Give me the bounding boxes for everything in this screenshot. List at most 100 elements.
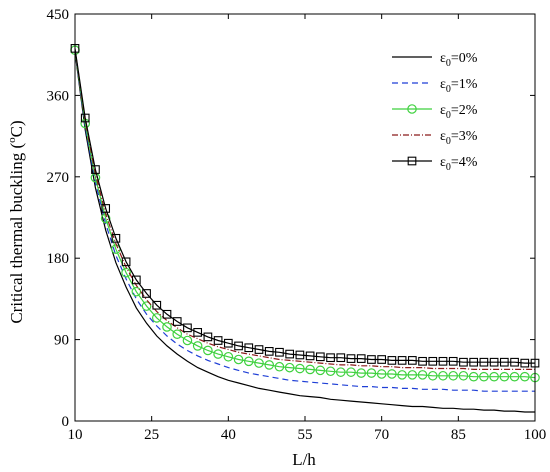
data-point bbox=[468, 371, 479, 382]
data-point bbox=[325, 366, 336, 377]
legend-marker bbox=[407, 156, 417, 166]
legend-marker bbox=[407, 104, 417, 114]
legend-value: =1% bbox=[451, 77, 478, 92]
data-point bbox=[387, 356, 397, 365]
x-tick-label: 70 bbox=[374, 427, 389, 443]
series-line bbox=[74, 51, 535, 413]
data-point bbox=[274, 361, 285, 372]
legend: ε0=0%ε0=1%ε0=2%ε0=3%ε0=4% bbox=[392, 51, 478, 173]
data-point bbox=[417, 370, 428, 380]
y-axis-title: Critical thermal buckling (oC) bbox=[6, 120, 26, 323]
data-point bbox=[479, 357, 489, 367]
data-point bbox=[121, 267, 131, 278]
data-point bbox=[438, 370, 448, 381]
legend-symbol: ε bbox=[440, 51, 446, 66]
legend-label: ε0=0% bbox=[440, 51, 478, 69]
plot-frame bbox=[74, 13, 536, 422]
data-point bbox=[356, 368, 367, 378]
data-point bbox=[192, 341, 203, 351]
data-point bbox=[295, 363, 305, 374]
data-point bbox=[346, 354, 356, 363]
legend-item: ε0=3% bbox=[392, 129, 478, 147]
data-point bbox=[397, 356, 407, 365]
legend-value: =2% bbox=[451, 103, 478, 118]
data-point bbox=[489, 371, 499, 382]
data-point bbox=[162, 309, 172, 319]
y-tick-label: 0 bbox=[62, 414, 70, 430]
legend-label: ε0=2% bbox=[440, 103, 478, 121]
data-point bbox=[213, 349, 223, 359]
data-point bbox=[243, 356, 254, 367]
legend-symbol: ε bbox=[440, 103, 446, 118]
series-line bbox=[74, 48, 535, 364]
legend-item: ε0=4% bbox=[392, 155, 478, 173]
x-tick-label: 10 bbox=[68, 427, 83, 443]
data-point bbox=[438, 356, 448, 366]
legend-subscript: 0 bbox=[446, 58, 451, 69]
data-point bbox=[244, 343, 254, 353]
legend-subscript: 0 bbox=[446, 136, 451, 147]
data-point bbox=[305, 364, 315, 375]
data-point bbox=[335, 367, 346, 377]
data-point bbox=[172, 329, 183, 339]
data-point bbox=[213, 336, 223, 345]
data-point bbox=[285, 349, 295, 359]
data-point bbox=[254, 345, 264, 354]
legend-item: ε0=0% bbox=[392, 51, 478, 69]
data-point bbox=[366, 368, 377, 378]
data-point bbox=[91, 165, 100, 174]
legend-subscript: 0 bbox=[446, 162, 451, 173]
data-point bbox=[315, 365, 326, 376]
data-point bbox=[356, 354, 366, 363]
plot-area bbox=[70, 44, 540, 413]
x-tick-label: 55 bbox=[298, 427, 313, 443]
data-point bbox=[233, 354, 244, 365]
data-point bbox=[111, 233, 121, 243]
y-tick-label: 90 bbox=[54, 333, 69, 349]
data-point bbox=[326, 353, 335, 363]
data-point bbox=[448, 370, 459, 381]
data-point bbox=[264, 360, 275, 370]
data-point bbox=[223, 351, 234, 362]
data-point bbox=[141, 301, 152, 311]
data-point bbox=[469, 357, 479, 367]
data-point bbox=[336, 353, 346, 363]
legend-label: ε0=1% bbox=[440, 77, 478, 95]
data-point bbox=[142, 289, 151, 298]
series-2 bbox=[70, 45, 540, 383]
axes: 10 25 40 55 70 85 100 0 90 180 270 360 450 bbox=[47, 7, 547, 443]
legend-symbol: ε bbox=[440, 155, 446, 170]
data-point bbox=[427, 370, 438, 381]
data-point bbox=[151, 313, 162, 323]
y-tick-label: 270 bbox=[47, 170, 70, 186]
data-point bbox=[499, 357, 509, 367]
data-point bbox=[264, 347, 274, 356]
data-point bbox=[499, 371, 510, 382]
legend-symbol: ε bbox=[440, 129, 446, 144]
series-1 bbox=[74, 51, 535, 392]
data-point bbox=[520, 358, 530, 368]
x-tick-label: 40 bbox=[221, 427, 236, 443]
data-point bbox=[428, 356, 438, 366]
y-tick-label: 360 bbox=[47, 88, 70, 104]
legend-value: =0% bbox=[451, 51, 478, 66]
legend-item: ε0=2% bbox=[392, 103, 478, 121]
data-point bbox=[275, 347, 284, 357]
data-point bbox=[519, 371, 530, 382]
data-point bbox=[193, 328, 203, 337]
legend-value: =4% bbox=[451, 155, 478, 170]
data-point bbox=[509, 371, 520, 382]
y-tick-label: 450 bbox=[47, 7, 70, 23]
series-0 bbox=[74, 51, 535, 413]
data-point bbox=[203, 345, 213, 356]
legend-item: ε0=1% bbox=[392, 77, 478, 95]
series-line bbox=[74, 51, 535, 392]
data-point bbox=[223, 338, 233, 348]
legend-subscript: 0 bbox=[446, 84, 451, 95]
series-3 bbox=[74, 49, 535, 370]
data-point bbox=[203, 332, 213, 342]
data-point bbox=[458, 370, 469, 381]
legend-symbol: ε bbox=[440, 77, 446, 92]
data-point bbox=[131, 275, 141, 285]
